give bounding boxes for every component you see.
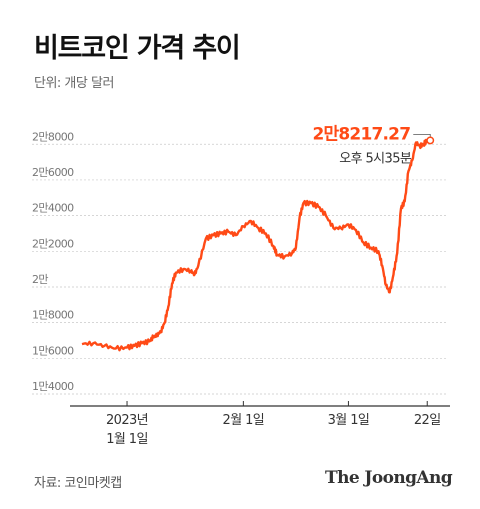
peak-annotation: 2만8217.27 오후 5시35분	[313, 124, 435, 166]
x-tick-label: 3월 1일	[328, 413, 370, 428]
grid-layer	[32, 143, 446, 395]
price-series-line	[81, 138, 429, 352]
x-tick-label: 2023년	[106, 413, 148, 428]
annotation-leader-line	[413, 133, 431, 138]
y-tick-label: 2만	[32, 273, 48, 286]
y-tick-label: 2만6000	[32, 166, 74, 179]
publisher-logo: The JoongAng	[325, 468, 453, 488]
x-tick-label: 2월 1일	[223, 413, 265, 428]
peak-marker	[426, 136, 435, 145]
x-tick-label: 22일	[414, 413, 441, 428]
peak-time-label: 오후 5시35분	[339, 151, 412, 166]
peak-value-label: 2만8217.27	[313, 124, 411, 144]
source-note: 자료: 코인마켓캡	[34, 476, 122, 491]
y-tick-label: 1만6000	[32, 344, 74, 357]
y-tick-label: 1만4000	[32, 380, 74, 393]
x-axis-ticks: 2023년 1월 1일 2월 1일 3월 1일 22일	[106, 401, 441, 447]
x-tick-label: 1월 1일	[106, 432, 148, 447]
unit-label: 단위: 개당 달러	[34, 76, 114, 91]
y-tick-label: 1만8000	[32, 309, 74, 322]
y-tick-label: 2만4000	[32, 202, 74, 215]
chart-title: 비트코인 가격 추이	[34, 33, 241, 64]
y-tick-label: 2만8000	[32, 130, 74, 143]
y-axis-ticks: 1만4000 1만6000 1만8000 2만 2만2000 2만4000 2만6000 2만…	[32, 130, 75, 393]
y-tick-label: 2만2000	[32, 237, 74, 250]
